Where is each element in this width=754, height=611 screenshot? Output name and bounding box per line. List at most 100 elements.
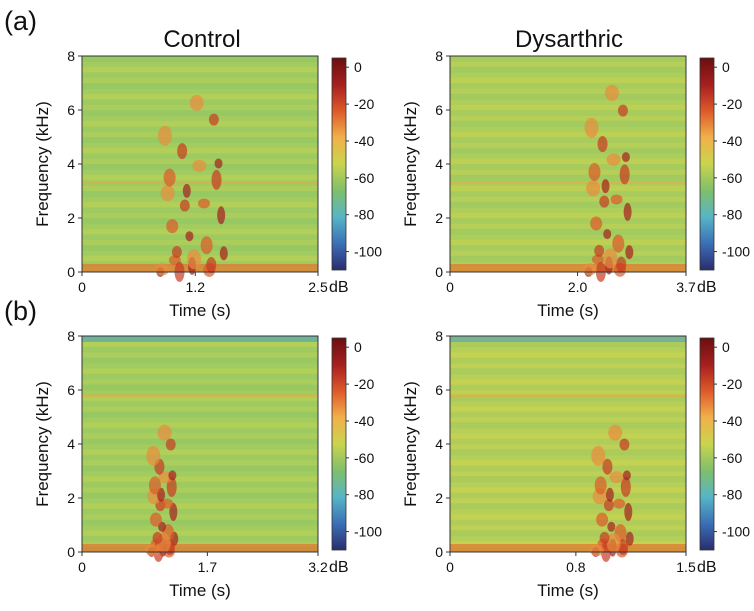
- speech-energy: [182, 183, 191, 198]
- spectrogram-band: [82, 120, 318, 127]
- speech-energy: [206, 256, 217, 273]
- spectrogram-band: [450, 492, 686, 499]
- spectrogram-band: [450, 390, 686, 396]
- colorbar-tick-label: -40: [354, 413, 374, 429]
- colorbar: [331, 57, 347, 271]
- spectrogram-band: [82, 438, 318, 445]
- spectrogram-band: [82, 212, 318, 219]
- speech-energy: [620, 476, 631, 497]
- spectrogram-image: [82, 336, 318, 552]
- spectrogram-band: [82, 368, 318, 375]
- speech-energy: [604, 84, 619, 101]
- spectrogram-band: [82, 417, 318, 423]
- spectrogram-band: [450, 56, 686, 62]
- spectrogram-band: [450, 185, 686, 192]
- spectrogram-band: [450, 341, 686, 348]
- speech-energy: [177, 143, 188, 160]
- x-tick-label: 0: [446, 559, 454, 575]
- colorbar-tick-label: -40: [722, 133, 742, 149]
- spectrogram-band: [450, 234, 686, 241]
- spectrogram-band: [450, 120, 686, 127]
- low-frequency-band: [450, 544, 686, 552]
- y-tick-label: 4: [435, 156, 443, 172]
- spectrogram-band: [82, 147, 318, 154]
- spectrogram-band: [450, 158, 686, 165]
- panels-group: 0 2 4 6 8 0 1.2 2.5 Time (s) Frequency (kHz) 0 -20 -…: [33, 48, 750, 600]
- speech-energy: [609, 471, 624, 484]
- speech-energy: [597, 136, 608, 153]
- spectrogram-band: [450, 126, 686, 133]
- spectrogram-band: [450, 471, 686, 477]
- colorbar-tick-label: 0: [354, 59, 362, 75]
- speech-energy: [584, 117, 599, 138]
- speech-energy: [599, 531, 610, 544]
- tonal-line: [82, 394, 318, 398]
- spectrogram-band: [82, 61, 318, 68]
- speech-energy: [149, 512, 162, 527]
- speech-energy: [603, 248, 618, 269]
- spectrogram-band: [450, 379, 686, 386]
- colorbar-tick-label: -80: [354, 487, 374, 503]
- spectrogram-band: [82, 223, 318, 230]
- spectrogram-band: [82, 395, 318, 402]
- spectrogram-band: [450, 147, 686, 154]
- spectrogram-band: [82, 411, 318, 418]
- spectrogram-band: [450, 363, 686, 369]
- spectrogram-band: [82, 110, 318, 116]
- speech-energy: [146, 445, 161, 466]
- spectrogram-band: [82, 234, 318, 241]
- colorbar-unit-label: dB: [697, 559, 717, 576]
- spectrogram-band: [82, 406, 318, 413]
- spectrogram-band: [450, 384, 686, 391]
- spectrogram-band: [82, 131, 318, 138]
- spectrogram-band: [450, 115, 686, 122]
- spectrogram-band: [450, 519, 686, 526]
- low-frequency-band: [82, 264, 318, 272]
- colorbar: [331, 337, 347, 551]
- spectrogram-band: [450, 460, 686, 467]
- spectrogram-band: [450, 110, 686, 116]
- y-tick-label: 6: [435, 382, 443, 398]
- spectrogram-band: [450, 72, 686, 79]
- colorbar-tick-label: -40: [354, 133, 374, 149]
- tonal-line: [450, 394, 686, 398]
- spectrogram-band: [82, 465, 318, 472]
- y-tick-label: 6: [67, 102, 75, 118]
- y-tick-label: 2: [67, 490, 75, 506]
- spectrogram-band: [82, 492, 318, 499]
- spectrogram-band: [450, 255, 686, 262]
- y-tick-label: 2: [435, 490, 443, 506]
- y-tick-label: 8: [435, 328, 443, 344]
- spectrogram-band: [82, 519, 318, 526]
- colorbar-tick-label: -80: [722, 207, 742, 223]
- x-tick-label: 1.5: [676, 559, 696, 575]
- spectrogram-band: [82, 476, 318, 483]
- speech-energy: [623, 202, 632, 221]
- colorbar-tick-label: -100: [354, 524, 382, 540]
- y-tick-label: 2: [67, 210, 75, 226]
- spectrogram-band: [82, 346, 318, 353]
- speech-energy: [189, 94, 204, 111]
- speech-energy: [166, 219, 179, 234]
- spectrogram-band: [82, 390, 318, 396]
- spectrogram-band: [82, 137, 318, 143]
- y-tick-label: 0: [435, 264, 443, 280]
- spectrogram-band: [82, 228, 318, 235]
- y-tick-label: 4: [67, 436, 75, 452]
- speech-energy: [200, 236, 213, 255]
- spectrogram-band: [82, 245, 318, 251]
- speech-energy: [219, 246, 228, 261]
- spectrogram-band: [450, 476, 686, 483]
- spectrogram-band: [82, 454, 318, 461]
- speech-energy: [608, 424, 623, 441]
- speech-energy: [612, 234, 625, 253]
- spectrogram-band: [450, 503, 686, 510]
- row-label-a: (a): [4, 6, 37, 36]
- spectrogram-band: [450, 498, 686, 504]
- colorbar-tick-label: -60: [722, 170, 742, 186]
- spectrogram-band: [82, 169, 318, 176]
- colorbar-tick-label: -20: [354, 96, 374, 112]
- colorbar-unit-label: dB: [329, 279, 349, 296]
- speech-energy: [594, 476, 607, 495]
- spectrogram-band: [450, 169, 686, 176]
